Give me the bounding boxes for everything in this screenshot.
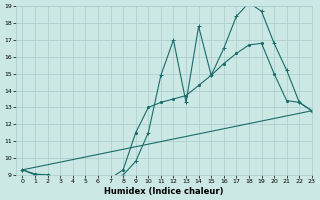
X-axis label: Humidex (Indice chaleur): Humidex (Indice chaleur) xyxy=(104,187,224,196)
